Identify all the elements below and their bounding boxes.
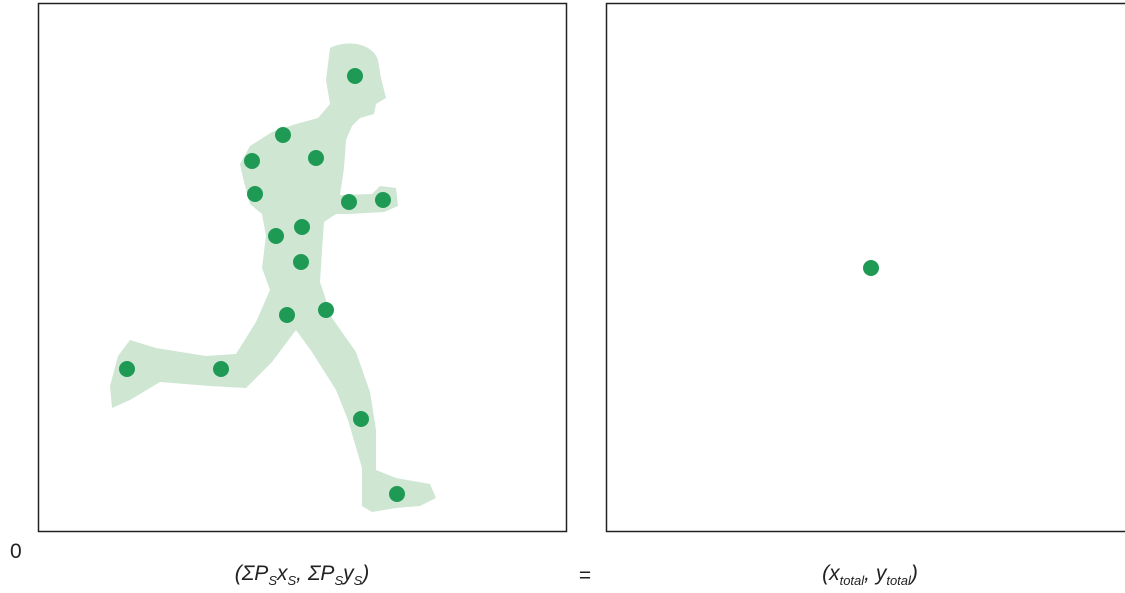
point [341,194,357,210]
caption-part: , y [864,562,888,585]
caption-left: (ΣPSxS, ΣPSyS) [235,562,370,588]
runner-silhouette [110,44,436,512]
caption-sub: S [354,573,363,588]
point [293,254,309,270]
caption-sub: S [334,573,343,588]
point [308,150,324,166]
caption-part: (ΣP [235,562,269,585]
point [347,68,363,84]
point [279,307,295,323]
point [389,486,405,502]
point [275,127,291,143]
point [119,361,135,377]
point [375,192,391,208]
caption-part: (x [822,562,841,585]
caption-right: (xtotal, ytotal) [822,562,918,588]
page: 0 (ΣPSxS, ΣPSyS) = (xtotal, ytotal) [0,0,1125,593]
point [244,153,260,169]
zero-label: 0 [10,540,22,563]
total-point [863,260,879,276]
equals-sign: = [579,564,591,587]
point [268,228,284,244]
point [353,411,369,427]
point [213,361,229,377]
point [294,219,310,235]
caption-part: , ΣP [296,562,334,585]
diagram: 0 (ΣPSxS, ΣPSyS) = (xtotal, ytotal) [0,0,1125,593]
point [318,302,334,318]
caption-sub: S [287,573,296,588]
caption-sub: total [886,573,912,588]
point [247,186,263,202]
caption-sub: total [840,573,866,588]
point-group [119,68,879,502]
caption-sub: S [268,573,277,588]
